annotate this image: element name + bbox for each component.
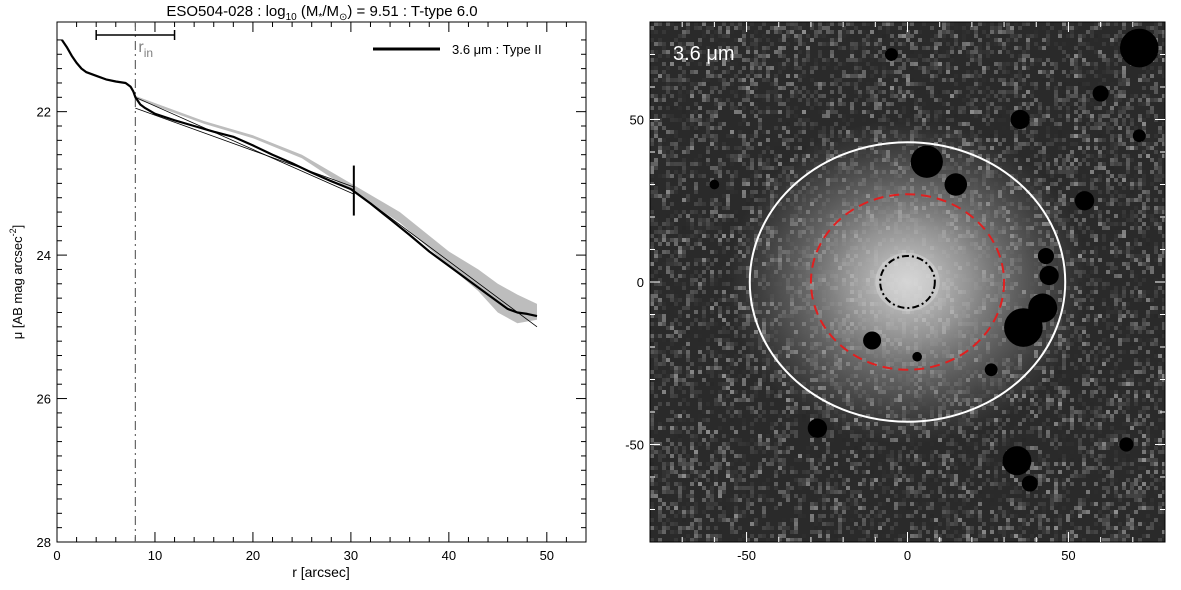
image-x-tick-label: 0 (904, 548, 911, 563)
masked-source (1028, 293, 1058, 323)
masked-source (1074, 191, 1095, 211)
profile-line (60, 39, 538, 318)
x-axis-label: r [arcsec] (292, 564, 350, 580)
profile-minor-ticks (57, 22, 586, 542)
x-tick-label: 20 (246, 548, 260, 563)
masked-source (984, 363, 998, 377)
masked-source (1092, 85, 1109, 102)
y-tick-label: 22 (37, 105, 51, 120)
image-tick-labels: -50 0 50 50 0 -50 (625, 113, 1075, 564)
image-y-tick-label: 50 (630, 113, 644, 128)
profile-plot-area (60, 22, 538, 542)
y-tick-label: 24 (37, 248, 51, 263)
legend-label: 3.6 μm : Type II (452, 42, 542, 57)
x-tick-label: 10 (148, 548, 162, 563)
legend: 3.6 μm : Type II (373, 42, 542, 57)
masked-source (910, 145, 943, 178)
masked-source (863, 331, 882, 350)
isophote-ellipse-dashed (809, 193, 1006, 371)
image-panel: -50 0 50 50 0 -50 3.6 μm (625, 21, 1166, 564)
image-y-tick-label: 0 (637, 275, 644, 290)
y-tick-label: 28 (37, 535, 51, 550)
profile-panel: 0 10 20 30 40 50 22 24 26 28 r [arcsec] μ [AB mag… (8, 21, 587, 580)
masked-source (912, 351, 922, 362)
isophote-ellipse-dashdot (879, 255, 936, 309)
y-axis-label: μ [AB mag arcsec-2] (8, 225, 25, 340)
profile-major-ticks (56, 22, 586, 543)
fit-line (135, 96, 354, 195)
figure-title: ESO504-028 : log10 (M*/M⊙) = 9.51 : T-ty… (166, 3, 477, 23)
fit-line (135, 107, 354, 188)
masked-source (1037, 247, 1054, 265)
image-x-tick-label: 50 (1061, 548, 1075, 563)
profile-tick-labels: 0 10 20 30 40 50 22 24 26 28 (37, 105, 555, 563)
profile-plot-frame (56, 21, 587, 543)
masked-source (1039, 265, 1059, 286)
image-ticks (650, 22, 1165, 542)
masked-source (1119, 28, 1159, 68)
band-annotation: 3.6 μm (673, 43, 735, 65)
x-tick-label: 50 (540, 548, 554, 563)
image-y-tick-label: -50 (625, 438, 644, 453)
masked-source (944, 173, 968, 196)
x-tick-label: 30 (344, 548, 358, 563)
y-tick-label: 26 (37, 392, 51, 407)
galaxy-core (875, 252, 940, 312)
masked-source (807, 418, 828, 438)
image-x-tick-label: -50 (737, 548, 756, 563)
image-plot-area (650, 22, 1165, 542)
r-in-label: rin (138, 39, 153, 60)
masked-source (1119, 437, 1134, 452)
masked-source (1010, 109, 1030, 130)
masked-source (1132, 129, 1146, 143)
masked-source (1021, 475, 1038, 492)
x-tick-label: 0 (53, 548, 60, 563)
x-tick-label: 40 (442, 548, 456, 563)
masked-source (884, 48, 898, 61)
masked-source (1002, 446, 1032, 476)
masked-source (709, 179, 720, 190)
isophote-ellipse-solid (748, 141, 1067, 423)
